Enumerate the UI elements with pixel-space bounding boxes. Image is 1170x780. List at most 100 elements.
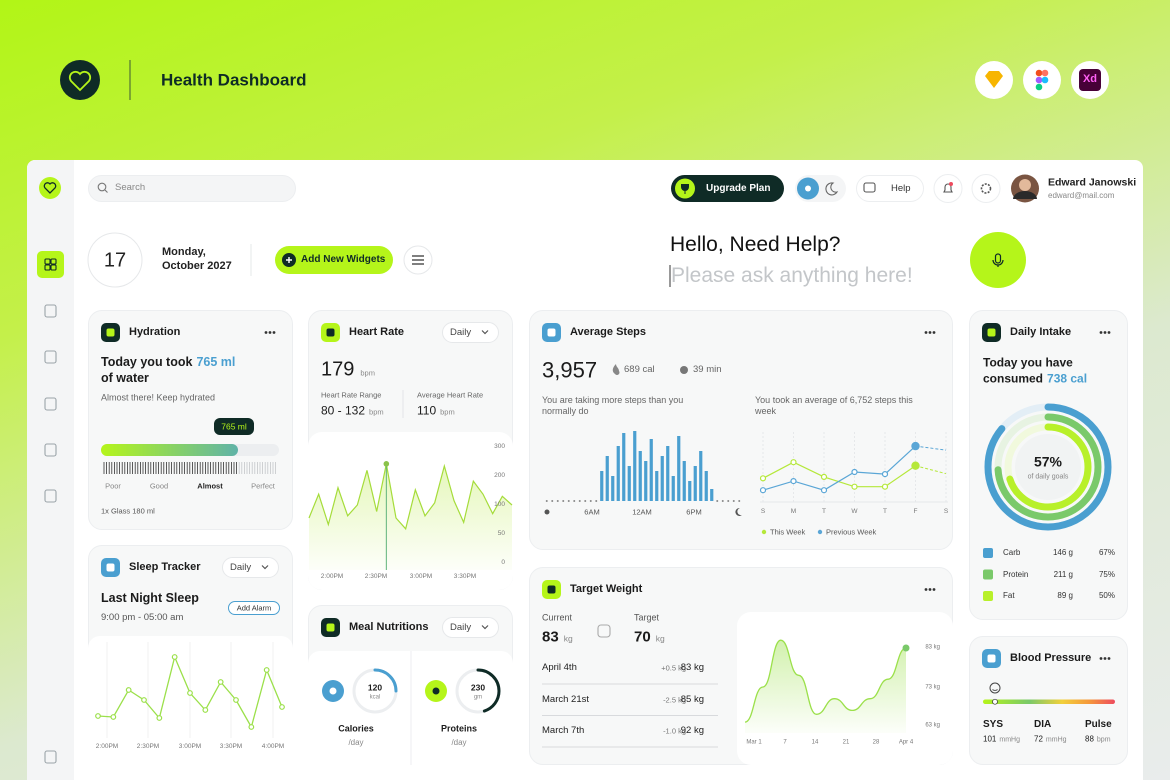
x-tick-label: 28 xyxy=(872,739,880,746)
period-select[interactable] xyxy=(222,557,279,578)
meal-label: Calories xyxy=(338,723,374,734)
x-tick-label: 2:30PM xyxy=(364,572,388,580)
card-icon xyxy=(321,323,340,342)
text-part: 72 xyxy=(1034,734,1043,744)
period-label: Daily xyxy=(450,621,472,633)
text-part: 738 cal xyxy=(1047,371,1088,386)
row-change: -1.0 kg xyxy=(663,726,686,736)
card xyxy=(88,310,293,530)
search-placeholder: Search xyxy=(115,182,146,194)
period-select[interactable] xyxy=(442,322,499,343)
steps-note: You are taking more steps than you norma… xyxy=(542,394,684,416)
alarm-button[interactable] xyxy=(228,601,280,615)
text-line: 110 bpm xyxy=(417,404,455,419)
date-weekday: Monday, xyxy=(162,246,206,259)
text-part: 83 xyxy=(542,628,559,646)
x-tick-label: 6AM xyxy=(584,507,600,517)
sleep-time: 9:00 pm - 05:00 am xyxy=(101,612,184,624)
bp-value: 72 mmHg xyxy=(1034,735,1067,746)
card-icon xyxy=(321,618,340,637)
figma-logo xyxy=(1035,83,1043,91)
x-tick-label: 3:00PM xyxy=(409,572,433,580)
text-part: 101 xyxy=(983,734,997,744)
text-part: bpm xyxy=(360,368,375,378)
text-part: bpm xyxy=(1096,736,1111,744)
date-month: October 2027 xyxy=(162,260,232,273)
search-box[interactable] xyxy=(88,175,296,202)
text-part: kg xyxy=(563,633,573,644)
legend-label: Previous Week xyxy=(826,527,877,537)
legend-label: This Week xyxy=(770,527,806,537)
text-part: 88 xyxy=(1085,734,1094,744)
y-tick-label: 200 xyxy=(494,471,505,479)
card-title: Sleep Tracker xyxy=(129,560,201,573)
xd-text: Xd xyxy=(1082,73,1098,86)
x-tick-label: W xyxy=(851,507,858,515)
level-label: Good xyxy=(149,481,169,491)
hydration-note: Almost there! Keep hydrated xyxy=(101,392,216,403)
sketch-logo xyxy=(985,71,1003,88)
row-date: March 21st xyxy=(542,693,589,705)
x-tick-label: 12AM xyxy=(632,507,652,517)
stat-label: Average Heart Rate xyxy=(417,390,484,400)
card-title: Blood Pressure xyxy=(1010,651,1092,664)
x-tick-label: 2:00PM xyxy=(320,572,344,580)
upgrade-label: Upgrade Plan xyxy=(706,182,771,194)
text-part: 765 ml xyxy=(196,355,236,370)
text-part: bpm xyxy=(369,407,384,417)
intake-percent: 57% xyxy=(1033,453,1063,470)
y-tick-label: 50 xyxy=(497,529,505,537)
tool-badge xyxy=(975,61,1013,99)
nutrient-percent: 75% xyxy=(1098,569,1115,579)
stat-label: Current xyxy=(542,612,573,623)
card-icon xyxy=(542,580,561,599)
intake-text: Today you have xyxy=(983,355,1073,370)
x-tick-label: 2:00PM xyxy=(95,742,119,750)
y-tick-label: 63 kg xyxy=(925,722,940,729)
theme-toggle[interactable] xyxy=(795,175,846,202)
row-weight: 83 kg xyxy=(680,662,704,674)
meal-per: /day xyxy=(451,738,467,747)
x-tick-label: M xyxy=(790,507,797,515)
y-tick-label: 0 xyxy=(501,558,505,566)
steps-note: You took an average of 6,752 steps this … xyxy=(755,394,913,416)
period-select[interactable] xyxy=(442,617,499,638)
nutrient-name: Protein xyxy=(1003,569,1029,579)
meal-label: Proteins xyxy=(440,723,478,734)
x-tick-label: Mar 1 xyxy=(746,739,762,746)
period-label: Daily xyxy=(450,326,472,338)
y-tick-label: 300 xyxy=(494,442,505,450)
bp-value: 88 bpm xyxy=(1085,735,1111,746)
bp-value: 101 mmHg xyxy=(983,735,1020,746)
text-line: Today you took 765 ml xyxy=(101,355,235,371)
page-title: Health Dashboard xyxy=(161,70,307,90)
text-part: kg xyxy=(655,633,665,644)
x-tick-label: 3:00PM xyxy=(178,742,202,750)
intake-percent-note: of daily goals xyxy=(1027,473,1069,481)
meal-unit: kcal xyxy=(369,694,381,701)
meal-value: 120 xyxy=(367,682,383,693)
text-part: 179 xyxy=(321,358,355,381)
nutrient-amount: 146 g xyxy=(1052,548,1073,557)
nutrient-amount: 211 g xyxy=(1053,569,1073,579)
bp-label: SYS xyxy=(983,718,1004,730)
row-change: -2.5 kg xyxy=(663,694,686,704)
user-name: Edward Janowski xyxy=(1048,176,1137,189)
glass-note: 1x Glass 180 ml xyxy=(101,506,155,516)
card-title: Average Steps xyxy=(570,325,647,338)
help-button[interactable] xyxy=(856,175,924,202)
card-title: Hydration xyxy=(129,325,181,338)
chart-panel xyxy=(308,651,513,765)
stat-label: Target xyxy=(634,612,660,623)
steps-calories: 689 cal xyxy=(624,364,655,376)
text-part: mmHg xyxy=(999,736,1020,744)
logo-heart xyxy=(68,70,92,92)
progress-fill xyxy=(101,444,238,456)
badge-label: 765 ml xyxy=(221,421,247,432)
hydration-text: of water xyxy=(101,371,149,386)
bp-label: DIA xyxy=(1034,718,1052,730)
x-tick-label: T xyxy=(883,507,887,515)
x-tick-label: 4:00PM xyxy=(261,742,285,750)
nutrient-name: Fat xyxy=(1003,591,1015,600)
